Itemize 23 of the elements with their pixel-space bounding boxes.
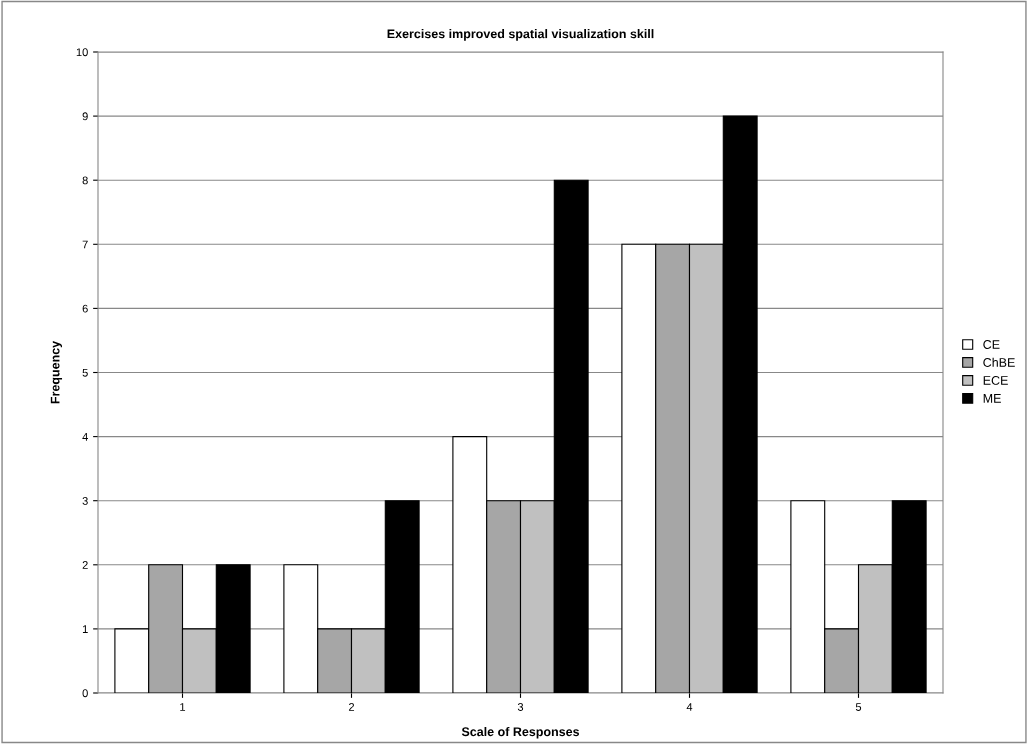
legend-label: CE (983, 340, 1000, 349)
y-tick-label: 4 (82, 432, 88, 441)
x-tick-label: 2 (348, 703, 355, 711)
y-axis-title: Frequency (50, 340, 63, 404)
y-tick-label: 0 (82, 689, 88, 698)
y-tick-label: 5 (82, 368, 88, 377)
legend-label: ECE (983, 376, 1008, 385)
y-tick-label: 7 (82, 240, 88, 249)
x-tick-label: 3 (517, 703, 524, 711)
x-tick-label: 4 (686, 703, 693, 711)
x-axis-title: Scale of Responses (461, 726, 580, 739)
x-tick-label: 5 (855, 703, 862, 711)
chart-title: Exercises improved spatial visualization skill (387, 29, 654, 41)
y-tick-label: 3 (82, 496, 88, 505)
y-tick-label: 6 (82, 304, 88, 313)
y-tick-label: 1 (82, 625, 88, 633)
legend-label: ME (983, 394, 1001, 403)
y-tick-label: 9 (82, 112, 88, 121)
y-tick-label: 8 (82, 176, 88, 185)
y-tick-label: 2 (82, 561, 88, 569)
legend-label: ChBE (983, 357, 1015, 367)
y-tick-label: 10 (76, 48, 88, 57)
x-tick-label: 1 (180, 703, 186, 711)
